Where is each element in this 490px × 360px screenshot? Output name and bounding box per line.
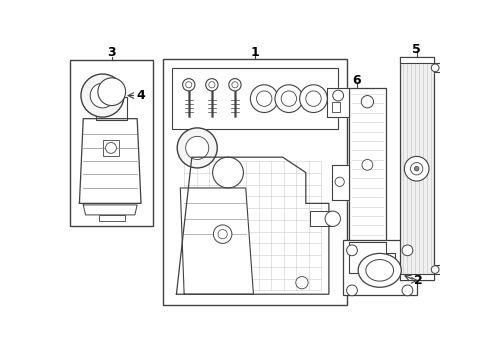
Circle shape — [296, 276, 308, 289]
Bar — [97, 92, 109, 99]
Circle shape — [106, 143, 117, 153]
Ellipse shape — [358, 253, 401, 287]
Circle shape — [206, 78, 218, 91]
Polygon shape — [83, 205, 137, 215]
Polygon shape — [180, 188, 253, 294]
Circle shape — [229, 78, 241, 91]
Circle shape — [431, 266, 439, 274]
Circle shape — [81, 74, 124, 117]
Circle shape — [218, 230, 227, 239]
Circle shape — [431, 64, 439, 72]
Circle shape — [346, 285, 357, 296]
Polygon shape — [332, 165, 349, 199]
Bar — [98, 215, 125, 221]
Bar — [349, 88, 386, 261]
Text: 3: 3 — [107, 46, 116, 59]
Circle shape — [325, 211, 341, 226]
Text: 2: 2 — [414, 274, 422, 287]
Bar — [97, 97, 127, 120]
Polygon shape — [349, 242, 395, 273]
Circle shape — [183, 78, 195, 91]
Text: 5: 5 — [412, 43, 421, 56]
Circle shape — [300, 85, 327, 112]
Circle shape — [257, 91, 272, 106]
Circle shape — [213, 225, 232, 243]
Bar — [163, 59, 347, 305]
Circle shape — [213, 157, 244, 188]
Circle shape — [411, 163, 423, 175]
Circle shape — [335, 177, 344, 186]
Polygon shape — [176, 157, 329, 294]
Ellipse shape — [366, 260, 393, 281]
Circle shape — [90, 83, 115, 108]
Bar — [102, 140, 120, 156]
Polygon shape — [400, 57, 440, 72]
Circle shape — [281, 91, 296, 106]
Polygon shape — [400, 265, 440, 280]
Circle shape — [98, 78, 125, 105]
Circle shape — [361, 95, 373, 108]
Circle shape — [333, 90, 343, 101]
Bar — [172, 68, 338, 130]
Circle shape — [177, 128, 217, 168]
Bar — [400, 57, 434, 280]
Polygon shape — [79, 119, 141, 203]
Circle shape — [186, 82, 192, 88]
Text: 6: 6 — [352, 74, 361, 87]
Bar — [310, 211, 333, 226]
Circle shape — [275, 85, 303, 112]
Bar — [217, 182, 240, 199]
Bar — [343, 239, 416, 295]
Bar — [332, 102, 340, 112]
Text: 4: 4 — [137, 89, 146, 102]
Circle shape — [362, 159, 373, 170]
Circle shape — [346, 245, 357, 256]
Circle shape — [415, 166, 419, 171]
Circle shape — [402, 285, 413, 296]
Text: 1: 1 — [250, 46, 259, 59]
Circle shape — [209, 82, 215, 88]
Circle shape — [306, 91, 321, 106]
Bar — [70, 60, 153, 226]
Circle shape — [186, 136, 209, 159]
Polygon shape — [327, 88, 349, 117]
Circle shape — [250, 85, 278, 112]
Circle shape — [404, 156, 429, 181]
Circle shape — [232, 82, 238, 88]
Circle shape — [402, 245, 413, 256]
